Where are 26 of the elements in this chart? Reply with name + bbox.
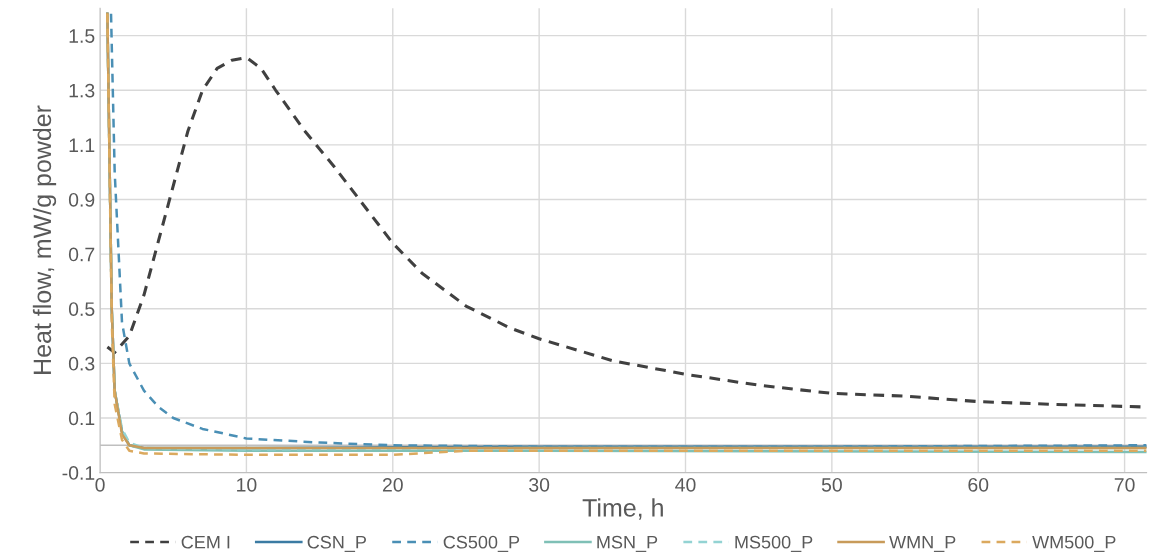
x-tick-label: 0 <box>95 477 105 492</box>
x-tick-label: 70 <box>1114 477 1135 492</box>
legend-label: MSN_P <box>597 535 658 552</box>
y-tick-label: 1.5 <box>69 29 95 43</box>
legend-label: MS500_P <box>735 535 813 552</box>
legend-label: WMN_P <box>889 535 956 552</box>
legend-label: CS500_P <box>443 535 520 552</box>
y-tick-label: 0.3 <box>68 356 95 371</box>
x-tick-label: 50 <box>821 477 842 492</box>
y-tick-label: 0.7 <box>68 247 95 262</box>
y-tick-label: -0.1 <box>62 466 95 480</box>
y-tick-label: 1.3 <box>69 83 95 98</box>
x-tick-label: 60 <box>968 477 989 492</box>
x-tick-label: 30 <box>529 477 550 492</box>
x-axis-title: Time, h <box>582 498 663 520</box>
x-tick-label: 20 <box>382 477 403 492</box>
y-tick-label: 0.1 <box>68 411 95 426</box>
legend-label: CEM I <box>181 535 230 549</box>
y-tick-label: 0.9 <box>68 192 95 207</box>
x-tick-label: 40 <box>675 477 696 492</box>
y-axis-title: Heat flow, mW/g powder <box>32 105 57 374</box>
y-tick-label: 0.5 <box>68 302 95 316</box>
legend-label: WM500_P <box>1032 535 1116 552</box>
y-tick-label: 1.1 <box>69 138 95 152</box>
legend-label: CSN_P <box>307 535 366 552</box>
x-tick-label: 10 <box>237 477 257 492</box>
